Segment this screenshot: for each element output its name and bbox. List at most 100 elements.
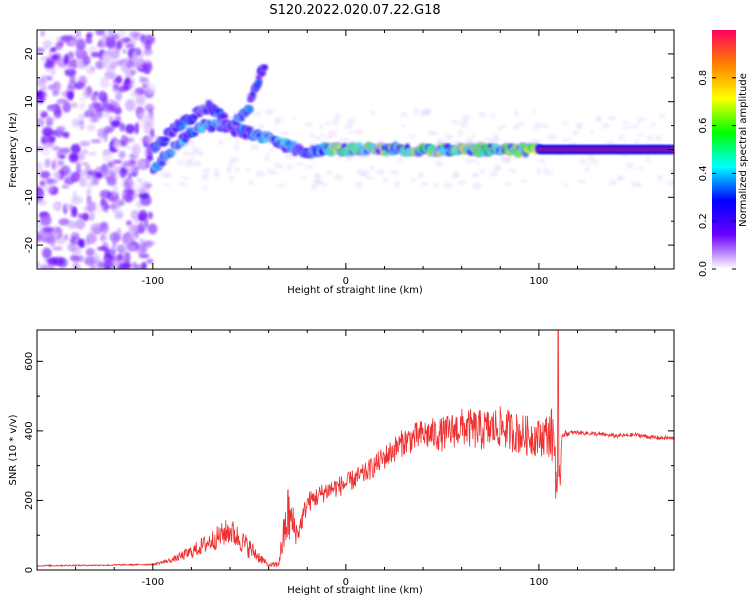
spectrogram-faint-blob	[583, 167, 591, 172]
spectrogram-faint-blob	[445, 133, 453, 141]
spectrogram-faint-blob	[191, 146, 198, 153]
spectrogram-faint-blob	[320, 132, 326, 138]
spectrogram-noise-blob	[125, 234, 136, 245]
spectrogram-noise-blob	[134, 166, 140, 171]
spectrogram-noise-blob	[104, 265, 111, 269]
spectrogram-noise-blob	[113, 101, 120, 109]
spectrogram-noise-blob	[142, 240, 154, 247]
spectrogram-faint-blob	[276, 183, 287, 188]
snr-marks	[37, 330, 674, 569]
spectrogram-faint-blob	[587, 152, 595, 158]
spectrogram-faint-blob	[625, 161, 634, 169]
spectrogram-noise-blob	[88, 111, 93, 123]
spectrogram-noise-blob	[138, 192, 150, 199]
spectrogram-noise-blob	[83, 86, 94, 98]
spectrogram-faint-blob	[298, 176, 307, 180]
spectrogram-faint-blob	[636, 180, 641, 187]
spectrogram-noise-blob	[76, 212, 83, 218]
spectrogram-noise-blob	[99, 77, 110, 89]
spectrogram-noise-blob	[95, 172, 104, 179]
spectrogram-noise-blob	[42, 39, 53, 48]
spectrogram-faint-blob	[608, 180, 618, 187]
spectrogram-noise-blob	[138, 253, 150, 259]
spectrogram-noise-blob	[54, 42, 63, 51]
spectrogram-faint-blob	[334, 113, 341, 121]
colorbar-tick-label: 0.8	[698, 70, 709, 86]
spectrogram-noise-blob	[90, 139, 102, 144]
spectrogram-noise-blob	[117, 264, 127, 269]
spectrogram-faint-blob	[389, 170, 399, 176]
spectrogram-faint-blob	[189, 153, 195, 160]
spectrogram-faint-blob	[254, 111, 262, 117]
spectrogram-noise-blob	[114, 210, 124, 220]
spectrogram-noise-blob	[78, 102, 86, 110]
snr-frame	[36, 329, 675, 571]
spectrogram-faint-blob	[160, 171, 171, 178]
snr-panel: -100 0 100 0 200 400 600 Height of straight li…	[8, 329, 675, 596]
spectrogram-faint-blob	[203, 167, 211, 174]
spectrogram-faint-blob	[434, 160, 444, 167]
colorbar-label: Normalized spectral amplitude	[738, 73, 749, 227]
spectrogram-noise-blob	[37, 200, 48, 206]
spectrogram-noise-blob	[142, 63, 151, 70]
spectrogram-faint-blob	[451, 141, 459, 145]
spectrogram-noise-blob	[125, 60, 135, 69]
spectrogram-xtick-label: 100	[529, 276, 548, 287]
colorbar-tick-label: 0.2	[698, 213, 709, 229]
spectrogram-noise-blob	[124, 123, 136, 134]
spectrogram-faint-blob	[280, 131, 289, 135]
spectrogram-noise-blob	[138, 111, 150, 120]
spectrogram-faint-blob	[666, 180, 674, 187]
spectrogram-noise-blob	[86, 200, 97, 213]
spectrogram-faint-blob	[265, 153, 270, 158]
snr-ytick-label: 200	[24, 491, 35, 510]
spectrogram-marks	[37, 30, 674, 269]
spectrogram-faint-blob	[659, 113, 665, 120]
spectrogram-faint-blob	[419, 109, 429, 117]
spectrogram-noise-blob	[50, 47, 57, 53]
spectrogram-noise-blob	[99, 233, 107, 242]
spectrogram-noise-blob	[133, 264, 146, 269]
spectrogram-faint-blob	[312, 135, 322, 141]
spectrogram-noise-blob	[68, 39, 77, 45]
spectrogram-faint-blob	[319, 123, 324, 129]
spectrogram-noise-blob	[41, 237, 52, 243]
spectrogram-faint-blob	[596, 116, 601, 121]
spectrogram-faint-blob	[587, 157, 594, 162]
spectrogram-faint-blob	[490, 114, 496, 119]
spectrogram-noise-blob	[138, 187, 147, 194]
spectrogram-faint-blob	[541, 124, 551, 129]
spectrogram-noise-blob	[37, 47, 46, 54]
spectrogram-faint-blob	[259, 171, 266, 177]
spectrogram-noise-blob	[71, 171, 81, 183]
spectrogram-faint-blob	[234, 167, 240, 173]
spectrogram-noise-blob	[138, 179, 149, 189]
spectrogram-faint-blob	[511, 169, 517, 174]
spectrogram-faint-blob	[521, 179, 528, 183]
spectrogram-noise-blob	[109, 231, 121, 243]
spectrogram-faint-blob	[202, 185, 208, 190]
spectrogram-faint-blob	[472, 172, 479, 177]
spectrogram-noise-blob	[96, 261, 104, 269]
spectrogram-faint-blob	[258, 123, 265, 130]
spectrogram-noise-blob	[47, 257, 59, 266]
spectrogram-faint-blob	[292, 115, 297, 120]
spectrogram-faint-blob	[203, 172, 210, 179]
spectrogram-faint-blob	[163, 183, 170, 187]
spectrogram-noise-blob	[85, 65, 94, 76]
spectrogram-faint-blob	[450, 119, 461, 124]
spectrogram-faint-blob	[587, 162, 593, 166]
spectrogram-noise-blob	[97, 127, 106, 139]
spectrogram-noise-blob	[144, 83, 156, 95]
spectrogram-noise-blob	[134, 47, 142, 56]
snr-series-line	[37, 330, 674, 569]
spectrogram-branch-mark	[255, 78, 263, 85]
spectrogram-noise-blob	[40, 111, 48, 119]
spectrogram-noise-blob	[106, 127, 112, 133]
spectrogram-xlabel: Height of straight line (km)	[287, 285, 423, 296]
spectrogram-noise-blob	[94, 202, 103, 215]
spectrogram-faint-blob	[487, 137, 496, 144]
spectrogram-noise-blob	[79, 50, 88, 60]
spectrogram-faint-blob	[621, 120, 631, 126]
spectrogram-noise-blob	[111, 200, 122, 209]
